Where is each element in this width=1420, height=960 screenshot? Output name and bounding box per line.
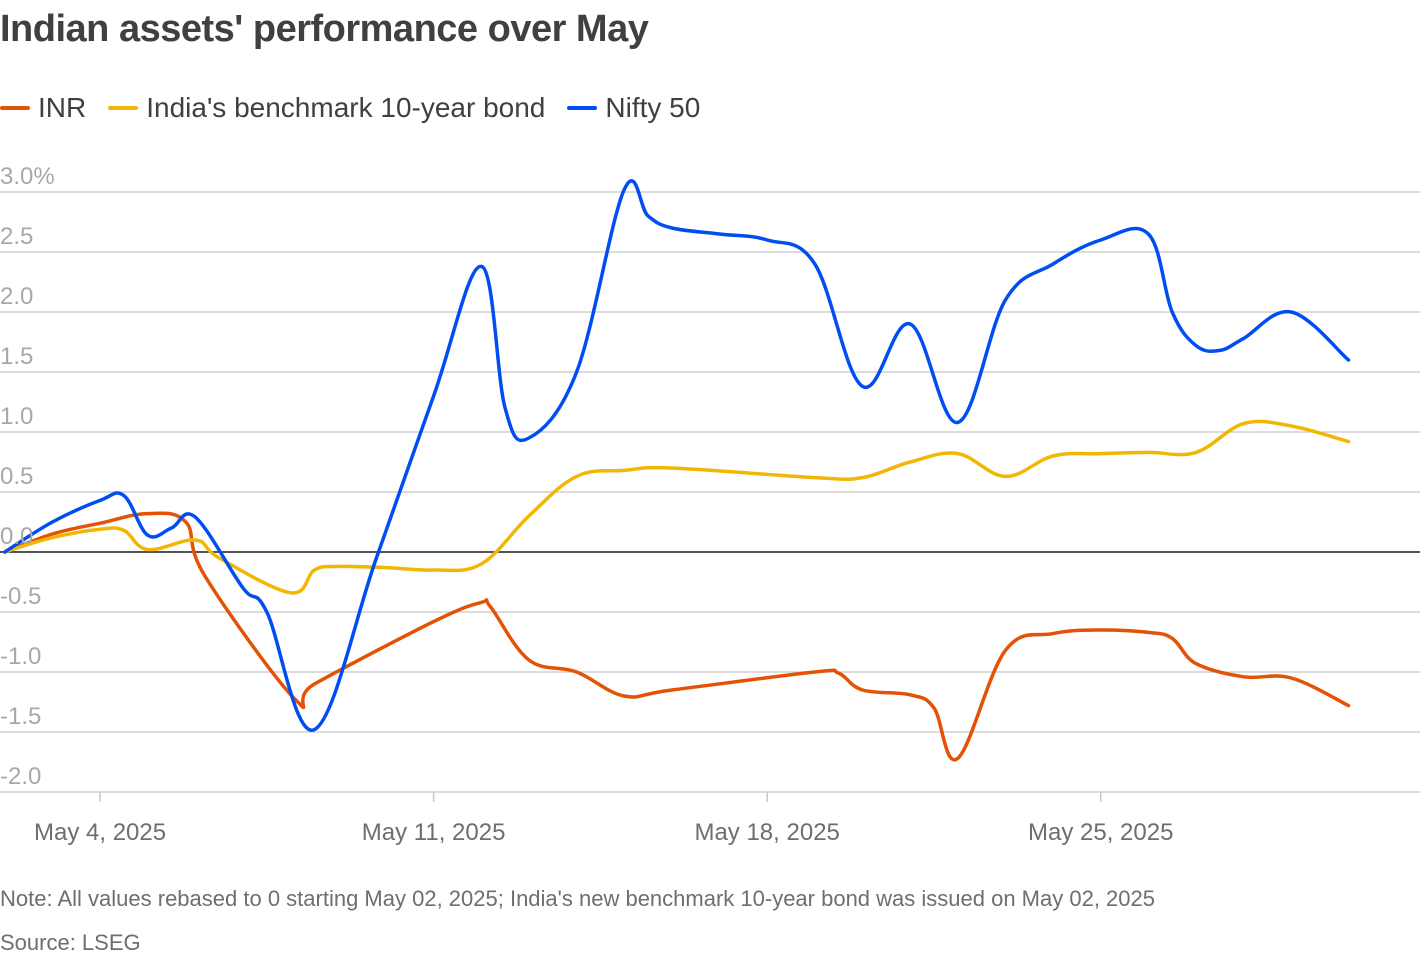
y-tick-label: -1.0 [0,643,41,670]
x-tick-label: May 11, 2025 [362,819,506,846]
y-tick-label: -1.5 [0,703,41,730]
y-tick-label: 1.5 [0,343,33,370]
legend-item-bond[interactable]: India's benchmark 10-year bond [108,92,545,124]
x-tick-label: May 18, 2025 [694,819,839,846]
x-tick-label: May 4, 2025 [34,819,166,846]
legend-label-inr: INR [38,92,87,123]
chart-note: Note: All values rebased to 0 starting M… [0,886,1155,911]
legend-swatch-inr [0,106,30,110]
chart-title: Indian assets' performance over May [0,8,649,50]
chart-source: Source: LSEG [0,930,141,955]
y-tick-label: -2.0 [0,763,41,790]
chart-plot: May 4, 2025 May 11, 2025 May 18, 2025 May 2… [0,163,1420,846]
legend-swatch-bond [108,106,139,110]
y-tick-label: 0.5 [0,463,33,490]
y-tick-label: 3.0% [0,163,55,190]
series-line-bond[interactable] [3,419,1351,595]
series-line-nifty[interactable] [3,179,1351,732]
legend-item-nifty[interactable]: Nifty 50 [567,92,700,124]
y-tick-label: -0.5 [0,583,41,610]
y-tick-label: 2.0 [0,283,33,310]
legend-swatch-nifty [567,106,598,110]
series-line-inr[interactable] [3,511,1351,762]
y-tick-label: 1.0 [0,403,33,430]
y-tick-label: 0.0 [0,523,33,550]
legend-item-inr[interactable]: INR [0,92,86,124]
legend: INR India's benchmark 10-year bond Nifty… [0,92,722,124]
y-tick-label: 2.5 [0,223,33,250]
legend-label-bond: India's benchmark 10-year bond [146,92,546,123]
x-tick-label: May 25, 2025 [1028,819,1173,846]
legend-label-nifty: Nifty 50 [605,92,701,123]
